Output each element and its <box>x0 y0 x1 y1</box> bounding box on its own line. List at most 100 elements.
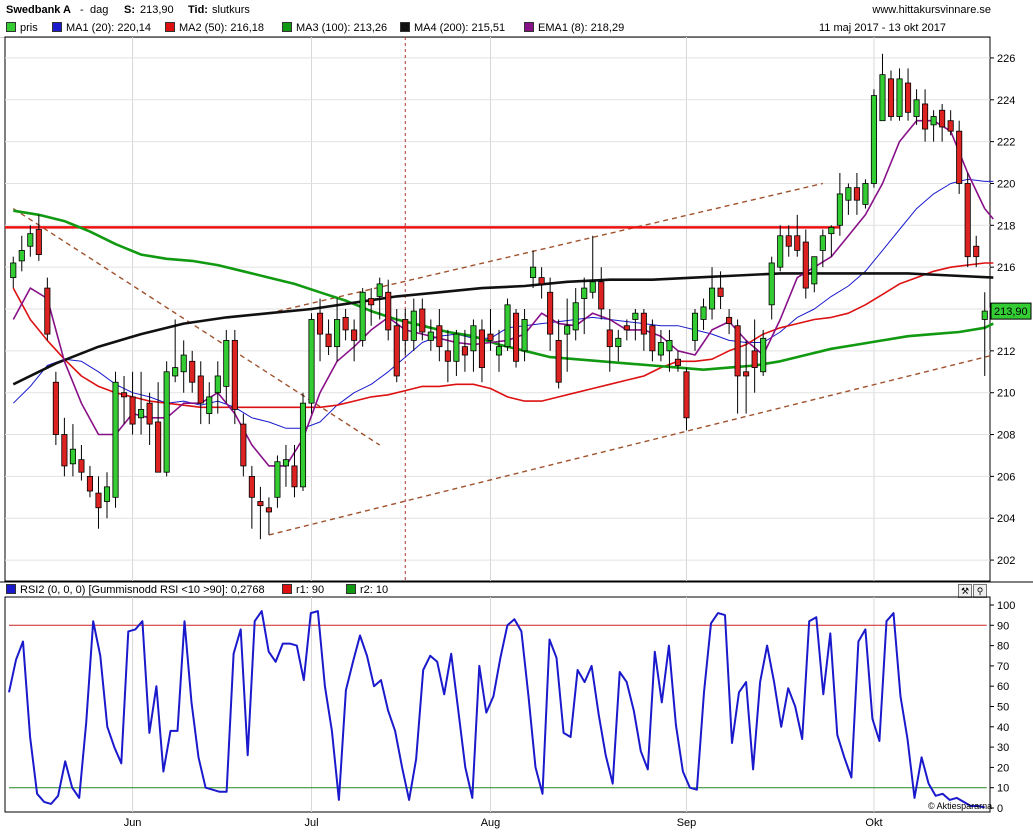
candle-body <box>777 235 784 268</box>
rsi-panel: 0 10 20 30 40 50 60 70 80 90 100 © Aktiespararna <box>8 600 1015 815</box>
swatch-icon <box>6 22 16 32</box>
candle-body <box>61 434 68 467</box>
candle-body <box>956 130 963 184</box>
candle <box>623 319 630 341</box>
month-label: Sep <box>677 817 697 829</box>
candle-body <box>410 310 417 341</box>
candle <box>61 417 68 477</box>
ma-line <box>13 209 994 371</box>
candle <box>240 413 247 477</box>
candle <box>530 250 537 289</box>
candle-body <box>334 319 341 348</box>
swatch-icon <box>165 22 175 32</box>
candle <box>121 375 128 425</box>
rsi-legend: RSI2 (0, 0, 0) [Gummisnodd RSI <10 >90]:… <box>0 583 990 597</box>
candle-body <box>146 402 153 425</box>
candle-body <box>402 319 409 341</box>
copyright-label: © Aktiespararna <box>928 801 992 811</box>
candle <box>913 89 920 125</box>
stock-title: Swedbank A <box>6 4 71 16</box>
candle-body <box>351 329 358 341</box>
candle-body <box>342 316 349 331</box>
legend-rsi[interactable]: RSI2 (0, 0, 0) [Gummisnodd RSI <10 >90]:… <box>6 584 265 596</box>
candle-body <box>700 306 707 320</box>
month-label: Jul <box>304 817 318 829</box>
legend-ma4[interactable]: MA4 (200): 215,51 <box>400 22 505 34</box>
candle-body <box>564 325 571 335</box>
candle-body <box>470 325 477 352</box>
grid <box>5 37 990 812</box>
ma-line <box>12 119 994 467</box>
legend-ma2[interactable]: MA2 (50): 216,18 <box>165 22 264 34</box>
candle <box>709 267 716 320</box>
legend-r1[interactable]: r1: 90 <box>282 584 324 596</box>
candle <box>359 288 366 347</box>
candle <box>35 214 42 261</box>
candle <box>495 329 503 372</box>
rsi-tick-label: 0 <box>997 803 1003 815</box>
candle <box>547 277 554 351</box>
chart-header: Swedbank A - dag S: 213,90 Tid: slutkurs… <box>0 0 1033 20</box>
candle <box>657 329 664 362</box>
last-price-box <box>990 302 1032 320</box>
trendline <box>268 182 823 314</box>
rsi-tick-label: 20 <box>997 762 1009 774</box>
candle-body <box>103 486 111 502</box>
candle <box>299 392 307 492</box>
price-tick-label: 216 <box>997 262 1015 274</box>
candle-body <box>964 183 971 258</box>
candle <box>95 476 102 529</box>
candle-body <box>436 325 443 348</box>
candle <box>743 340 750 414</box>
candle <box>836 173 843 236</box>
candle-body <box>598 281 605 310</box>
candle <box>470 319 477 372</box>
candle <box>265 497 272 535</box>
rsi-tick-label: 80 <box>997 641 1009 653</box>
candle <box>368 288 375 326</box>
candle <box>257 486 264 540</box>
candle <box>206 382 213 425</box>
legend-pris[interactable]: pris <box>6 22 38 34</box>
candle-body <box>547 291 554 335</box>
legend-label: MA1 (20): 220,14 <box>66 22 151 34</box>
candle-body <box>172 367 179 377</box>
candle-body <box>657 342 664 356</box>
candle-body <box>802 241 809 289</box>
title-separator: - <box>80 4 84 16</box>
candle <box>18 235 25 272</box>
candle-body <box>555 339 562 383</box>
candle <box>444 329 451 383</box>
candle-body <box>18 250 25 262</box>
candle <box>112 371 119 508</box>
legend-ma1[interactable]: MA1 (20): 220,14 <box>52 22 151 34</box>
candle-body <box>155 421 162 473</box>
legend-ema1[interactable]: EMA1 (8): 218,29 <box>524 22 624 34</box>
candle-body <box>325 333 332 348</box>
candle-body <box>683 371 690 419</box>
candle-body <box>121 392 128 398</box>
candle-body <box>760 337 767 373</box>
moving-averages <box>12 119 994 467</box>
price-tick-label: 204 <box>997 513 1015 525</box>
ma-line <box>12 272 994 386</box>
candle-body <box>939 109 946 128</box>
candle-body <box>240 423 247 467</box>
legend-ma3[interactable]: MA3 (100): 213,26 <box>282 22 387 34</box>
legend-label: MA4 (200): 215,51 <box>414 22 506 34</box>
candle-body <box>95 492 102 509</box>
price-tick-label: 212 <box>997 346 1015 358</box>
candle-body <box>922 103 929 130</box>
candle <box>828 225 835 257</box>
candle <box>513 309 520 368</box>
candle <box>291 445 298 498</box>
candle <box>734 319 741 414</box>
site-link[interactable]: www.hittakursvinnare.se <box>872 4 991 16</box>
candle <box>691 309 699 351</box>
candle <box>223 329 230 404</box>
candle-body <box>368 298 375 306</box>
candle <box>231 329 238 425</box>
candle-body <box>69 448 76 465</box>
legend-r2[interactable]: r2: 10 <box>346 584 388 596</box>
candle-body <box>819 235 826 251</box>
